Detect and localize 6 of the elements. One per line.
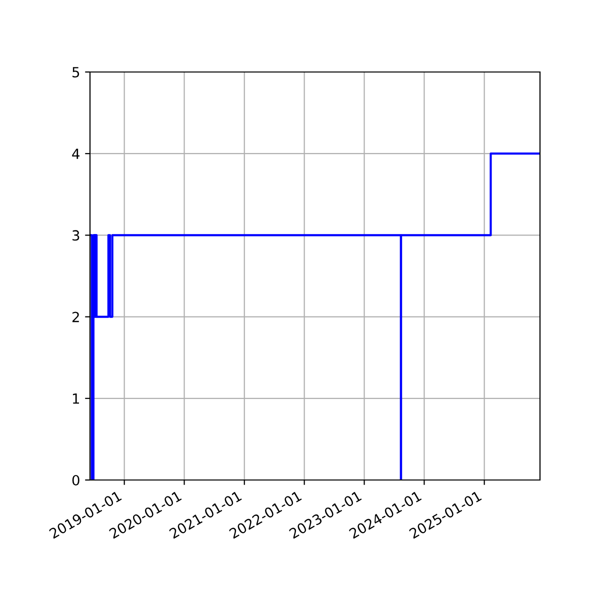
- y-tick-label: 1: [72, 394, 79, 404]
- y-tick-label: 4: [72, 148, 80, 159]
- y-tick-label: 3: [72, 230, 80, 241]
- y-tick-label: 5: [72, 67, 80, 78]
- y-tick-label: 0: [72, 474, 80, 486]
- y-tick-label: 2: [72, 312, 79, 322]
